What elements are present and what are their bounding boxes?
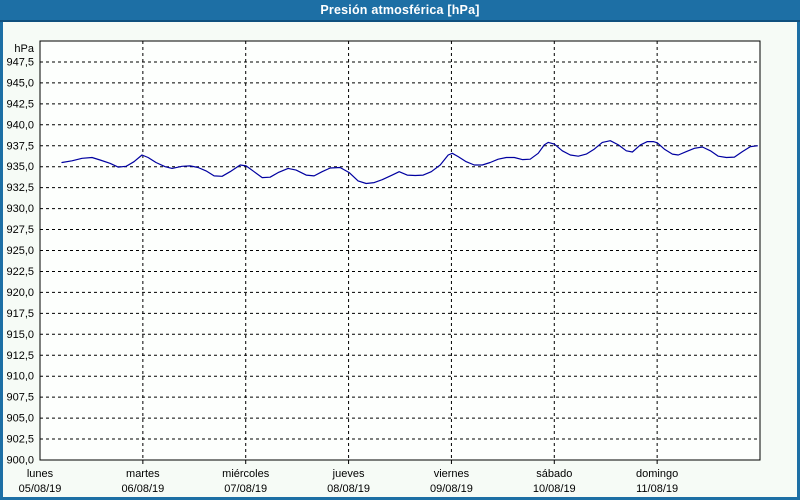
y-axis-label: 945,0: [6, 77, 34, 89]
y-axis-label: 917,5: [6, 308, 34, 320]
y-axis-label: 925,0: [6, 245, 34, 257]
y-axis-label: 912,5: [6, 350, 34, 362]
y-axis-label: 940,0: [6, 119, 34, 131]
y-axis-label: 900,0: [6, 455, 34, 467]
y-axis-label: 932,5: [6, 182, 34, 194]
x-axis-day-label: viernes: [434, 468, 470, 480]
pressure-line: [61, 140, 759, 185]
y-axis-label: 910,0: [6, 371, 34, 383]
y-axis-label: 930,0: [6, 203, 34, 215]
x-axis-date-label: 11/08/19: [636, 483, 678, 495]
x-axis-day-label: martes: [126, 468, 160, 480]
y-axis-label: 942,5: [6, 98, 34, 110]
plot-frame: [39, 40, 761, 461]
x-axis-date-label: 10/08/19: [533, 483, 576, 495]
x-axis-day-label: jueves: [332, 468, 365, 480]
y-axis-label: 922,5: [6, 266, 34, 278]
x-axis-day-label: lunes: [27, 468, 54, 480]
y-axis-label: 947,5: [6, 56, 34, 68]
x-axis-date-label: 08/08/19: [327, 483, 370, 495]
x-axis-date-label: 06/08/19: [121, 483, 164, 495]
y-axis-label: 915,0: [6, 329, 34, 341]
x-axis-day-label: domingo: [636, 468, 678, 480]
x-axis-date-label: 05/08/19: [19, 483, 62, 495]
x-axis-date-label: 09/08/19: [430, 483, 473, 495]
y-axis-label: 927,5: [6, 224, 34, 236]
y-axis-label: 937,5: [6, 140, 34, 152]
chart-title: Presión atmosférica [hPa]: [320, 3, 480, 17]
y-axis-unit-label: hPa: [14, 43, 34, 55]
x-axis-date-label: 07/08/19: [224, 483, 267, 495]
y-axis-label: 907,5: [6, 392, 34, 404]
x-axis-day-label: sábado: [536, 468, 572, 480]
y-axis-label: 935,0: [6, 161, 34, 173]
y-axis-label: 920,0: [6, 287, 34, 299]
chart-title-bar: Presión atmosférica [hPa]: [0, 0, 800, 22]
x-axis-day-label: miércoles: [222, 468, 270, 480]
y-axis-label: 905,0: [6, 413, 34, 425]
y-axis-label: 902,5: [6, 434, 34, 446]
